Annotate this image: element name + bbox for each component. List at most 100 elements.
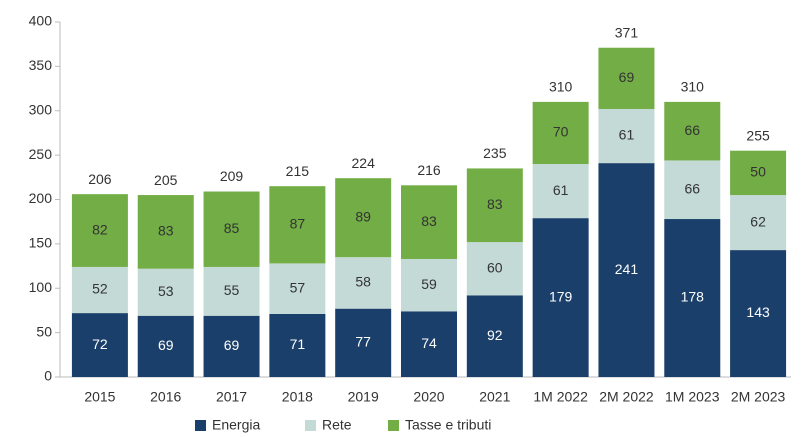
value-label: 69 [224,337,240,353]
value-label: 179 [549,288,573,304]
x-tick-label: 2020 [413,389,444,405]
legend-label: Tasse e tributi [405,417,491,433]
legend-swatch [195,420,206,431]
total-label: 371 [615,24,639,40]
value-label: 89 [355,208,371,224]
total-label: 205 [154,172,178,188]
value-label: 55 [224,282,240,298]
x-tick-label: 2017 [216,389,247,405]
total-label: 310 [681,79,705,95]
bar-segment [269,186,326,264]
total-label: 206 [88,171,112,187]
bar-segment [401,258,457,312]
y-tick-label: 150 [29,235,53,251]
bar-segment [730,195,787,251]
bar-segment [137,315,194,377]
legend-label: Rete [322,417,352,433]
value-label: 85 [224,220,240,236]
total-label: 215 [286,163,310,179]
bar-segment [137,268,194,316]
value-label: 74 [421,335,437,351]
y-tick-label: 50 [36,323,52,339]
value-label: 82 [92,221,108,237]
x-tick-label: 2M 2022 [599,389,654,405]
value-label: 83 [158,223,174,239]
value-label: 52 [92,281,108,297]
legend-swatch [305,420,316,431]
x-tick-label: 1M 2023 [665,389,720,405]
bar-segment [532,101,589,164]
value-label: 69 [158,337,174,353]
value-label: 60 [487,259,503,275]
value-label: 69 [619,69,635,85]
x-tick-label: 2019 [348,389,379,405]
y-tick-label: 0 [44,368,52,384]
bar-segment [137,195,194,269]
x-tick-label: 1M 2022 [533,389,588,405]
value-label: 66 [684,180,700,196]
value-label: 71 [290,336,306,352]
y-tick-label: 100 [29,279,53,295]
bar-segment [466,168,523,243]
bar-segment [401,185,457,259]
bar-segment [203,266,260,316]
value-label: 53 [158,283,174,299]
x-tick-label: 2016 [150,389,181,405]
x-tick-label: 2018 [282,389,313,405]
bar-segment [664,219,721,377]
value-label: 70 [553,124,569,140]
bar-segment [269,313,326,377]
value-label: 57 [290,279,306,295]
bar-segment [335,257,392,309]
y-tick-label: 200 [29,190,53,206]
value-label: 59 [421,276,437,292]
value-label: 241 [615,261,639,277]
bar-segment [532,218,589,377]
total-label: 216 [417,162,441,178]
bar-segment [71,266,128,314]
value-label: 62 [750,213,766,229]
value-label: 83 [421,213,437,229]
value-label: 83 [487,196,503,212]
value-label: 77 [355,334,371,350]
value-label: 143 [746,304,770,320]
bar-segment [664,101,721,161]
bar-segment [730,150,787,196]
value-label: 58 [355,274,371,290]
bar-segment [532,164,589,219]
value-label: 61 [553,182,569,198]
value-label: 66 [684,122,700,138]
total-label: 209 [220,168,244,184]
value-label: 72 [92,336,108,352]
total-label: 235 [483,145,507,161]
value-label: 87 [290,215,306,231]
x-tick-label: 2M 2023 [731,389,786,405]
bar-segment [203,191,260,267]
bar-segment [203,315,260,377]
bar-segment [598,47,655,109]
bar-segment [598,108,655,164]
bar-segment [71,194,128,267]
bar-segment [730,250,787,377]
total-label: 224 [352,155,376,171]
x-tick-label: 2015 [84,389,115,405]
total-label: 310 [549,79,573,95]
y-tick-label: 300 [29,101,53,117]
value-label: 61 [619,127,635,143]
bar-segment [466,295,523,377]
value-label: 178 [681,289,705,305]
bar-segment [269,263,326,314]
y-tick-label: 400 [29,13,53,29]
bar-segment [664,160,721,220]
bar-segment [335,308,392,377]
bar-segment [466,242,523,296]
bar-segment [598,163,655,377]
total-label: 255 [746,127,770,143]
x-tick-label: 2021 [479,389,510,405]
bar-segment [71,313,128,377]
y-tick-label: 350 [29,57,53,73]
value-label: 92 [487,327,503,343]
y-tick-label: 250 [29,146,53,162]
value-label: 50 [750,164,766,180]
